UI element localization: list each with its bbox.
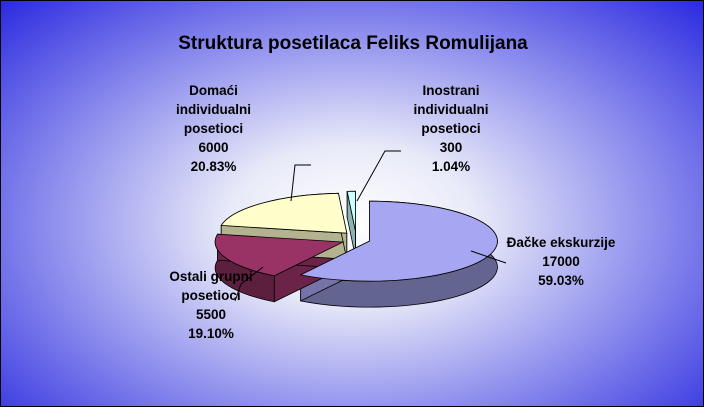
leader-line xyxy=(290,164,311,202)
data-label: Ostali grupni posetioci 5500 19.10% xyxy=(151,267,271,343)
data-label: Domaći individualni posetioci 6000 20.83% xyxy=(151,81,276,176)
slice xyxy=(214,233,345,277)
label-value: 17000 xyxy=(542,254,580,269)
data-label: Đačke ekskurzije 17000 59.03% xyxy=(501,233,621,290)
leader-line xyxy=(234,266,264,302)
chart-title: Struktura posetilaca Feliks Romulijana xyxy=(178,33,528,54)
data-label: Inostrani individualni posetioci 300 1.04% xyxy=(386,81,516,176)
label-value: 5500 xyxy=(195,307,227,322)
label-percent: 19.10% xyxy=(188,326,234,341)
label-name: Domaći individualni posetioci xyxy=(175,83,251,136)
label-name: Inostrani individualni posetioci xyxy=(413,83,489,136)
label-name: Đačke ekskurzije xyxy=(506,235,616,250)
leader-line xyxy=(470,250,507,264)
label-value: 6000 xyxy=(198,140,229,155)
label-name: Ostali grupni posetioci xyxy=(169,269,253,303)
slice xyxy=(346,190,356,232)
label-percent: 1.04% xyxy=(431,159,471,174)
slice xyxy=(299,200,498,282)
slice xyxy=(220,192,348,234)
label-percent: 20.83% xyxy=(190,159,237,174)
leader-line xyxy=(356,150,401,202)
label-percent: 59.03% xyxy=(538,273,584,288)
label-value: 300 xyxy=(439,140,463,155)
